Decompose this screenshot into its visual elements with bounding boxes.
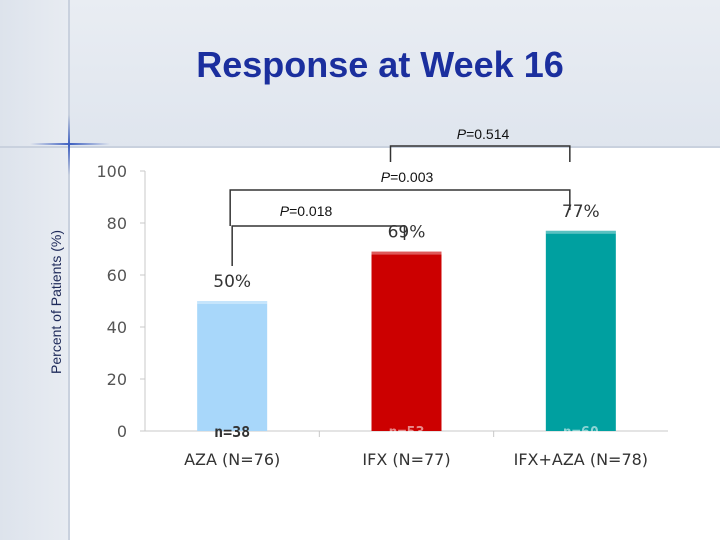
y-axis-label: Percent of Patients (%) xyxy=(48,230,64,374)
chart-plot-area: 0 20 40 60 80 100 Percent of Patients (%) 50% n=… xyxy=(48,126,668,469)
slide-left-background xyxy=(0,0,70,540)
p-value-symbol: P xyxy=(381,169,391,185)
bar-highlight xyxy=(197,301,268,304)
p-value-label: P=0.514 xyxy=(457,126,510,142)
p-value-symbol: P xyxy=(280,203,290,219)
y-tick-label: 80 xyxy=(107,214,127,233)
sparkle-vertical xyxy=(68,115,70,175)
significance-bracket xyxy=(389,145,571,162)
x-tick-label: AZA (N=76) xyxy=(184,450,280,469)
x-tick-label: IFX+AZA (N=78) xyxy=(514,450,648,469)
bar-highlight xyxy=(371,251,442,255)
y-tick-label: 40 xyxy=(107,318,127,337)
y-tick-label: 60 xyxy=(107,266,127,285)
bar xyxy=(545,230,616,431)
bar xyxy=(371,251,442,431)
bar-n-label: n=60 xyxy=(563,423,599,441)
p-value-number: =0.514 xyxy=(466,126,509,142)
p-value-symbol: P xyxy=(457,126,467,142)
p-value-number: =0.003 xyxy=(390,169,433,185)
significance-bracket xyxy=(229,189,571,226)
y-tick-label: 100 xyxy=(96,162,127,181)
bar-value-label: 69% xyxy=(388,223,426,243)
y-tick-label: 20 xyxy=(107,370,127,389)
slide-header-background xyxy=(0,0,720,148)
bar xyxy=(197,301,268,431)
slide-title: Response at Week 16 xyxy=(196,44,564,85)
p-value-number: =0.018 xyxy=(289,203,332,219)
bar-highlight xyxy=(545,230,616,234)
bar-value-label: 77% xyxy=(562,202,600,222)
y-tick-label: 0 xyxy=(117,422,127,441)
x-tick-label: IFX (N=77) xyxy=(362,450,450,469)
slide-vertical-rule xyxy=(68,0,70,540)
bar-n-label: n=38 xyxy=(214,423,250,441)
significance-bracket xyxy=(231,225,406,266)
bar-value-label: 50% xyxy=(213,272,251,292)
sparkle-horizontal xyxy=(30,143,110,145)
p-value-label: P=0.003 xyxy=(381,169,434,185)
bar-n-label: n=53 xyxy=(388,423,424,441)
slide-horizontal-rule xyxy=(0,146,720,148)
p-value-label: P=0.018 xyxy=(280,203,333,219)
